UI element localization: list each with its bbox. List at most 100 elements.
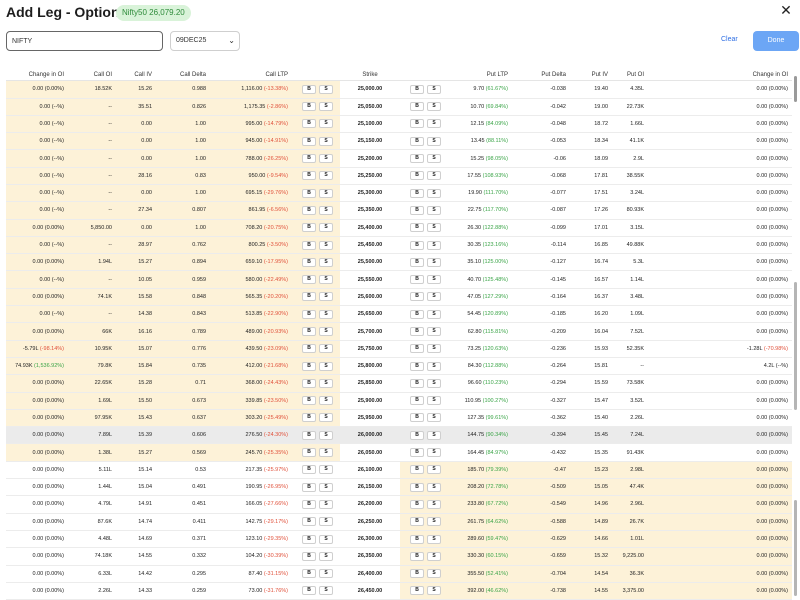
call-sell-button[interactable]: S: [319, 257, 333, 267]
put-buy-button[interactable]: B: [410, 534, 424, 544]
put-sell-button[interactable]: S: [427, 499, 441, 509]
call-sell-button[interactable]: S: [319, 569, 333, 579]
put-buy-button[interactable]: B: [410, 188, 424, 198]
put-buy-button[interactable]: B: [410, 240, 424, 250]
scrollbar-thumb[interactable]: [794, 500, 797, 596]
call-sell-button[interactable]: S: [319, 361, 333, 371]
call-buy-button[interactable]: B: [302, 292, 316, 302]
call-sell-button[interactable]: S: [319, 534, 333, 544]
put-buy-button[interactable]: B: [410, 223, 424, 233]
put-sell-button[interactable]: S: [427, 534, 441, 544]
put-sell-button[interactable]: S: [427, 309, 441, 319]
put-sell-button[interactable]: S: [427, 361, 441, 371]
call-buy-button[interactable]: B: [302, 499, 316, 509]
put-sell-button[interactable]: S: [427, 344, 441, 354]
put-sell-button[interactable]: S: [427, 292, 441, 302]
put-buy-button[interactable]: B: [410, 154, 424, 164]
put-sell-button[interactable]: S: [427, 275, 441, 285]
call-sell-button[interactable]: S: [319, 551, 333, 561]
put-buy-button[interactable]: B: [410, 292, 424, 302]
put-buy-button[interactable]: B: [410, 171, 424, 181]
put-sell-button[interactable]: S: [427, 119, 441, 129]
put-sell-button[interactable]: S: [427, 482, 441, 492]
call-sell-button[interactable]: S: [319, 188, 333, 198]
call-buy-button[interactable]: B: [302, 223, 316, 233]
call-buy-button[interactable]: B: [302, 257, 316, 267]
call-buy-button[interactable]: B: [302, 102, 316, 112]
call-buy-button[interactable]: B: [302, 378, 316, 388]
put-sell-button[interactable]: S: [427, 430, 441, 440]
call-buy-button[interactable]: B: [302, 517, 316, 527]
call-buy-button[interactable]: B: [302, 551, 316, 561]
call-sell-button[interactable]: S: [319, 448, 333, 458]
put-sell-button[interactable]: S: [427, 448, 441, 458]
put-buy-button[interactable]: B: [410, 205, 424, 215]
scrollbar-thumb[interactable]: [794, 282, 797, 410]
call-sell-button[interactable]: S: [319, 136, 333, 146]
call-buy-button[interactable]: B: [302, 309, 316, 319]
put-sell-button[interactable]: S: [427, 171, 441, 181]
call-sell-button[interactable]: S: [319, 240, 333, 250]
call-sell-button[interactable]: S: [319, 482, 333, 492]
call-buy-button[interactable]: B: [302, 205, 316, 215]
put-buy-button[interactable]: B: [410, 327, 424, 336]
call-buy-button[interactable]: B: [302, 275, 316, 285]
put-sell-button[interactable]: S: [427, 240, 441, 250]
put-sell-button[interactable]: S: [427, 569, 441, 579]
call-sell-button[interactable]: S: [319, 413, 333, 423]
put-buy-button[interactable]: B: [410, 275, 424, 285]
call-sell-button[interactable]: S: [319, 223, 333, 233]
put-buy-button[interactable]: B: [410, 430, 424, 440]
clear-button[interactable]: Clear: [721, 36, 738, 43]
put-buy-button[interactable]: B: [410, 396, 424, 406]
call-sell-button[interactable]: S: [319, 327, 333, 336]
expiry-select[interactable]: 09DEC25 ⌄: [170, 31, 240, 51]
put-sell-button[interactable]: S: [427, 396, 441, 406]
call-sell-button[interactable]: S: [319, 309, 333, 319]
call-buy-button[interactable]: B: [302, 430, 316, 440]
call-buy-button[interactable]: B: [302, 84, 316, 94]
put-buy-button[interactable]: B: [410, 361, 424, 371]
put-sell-button[interactable]: S: [427, 84, 441, 94]
put-buy-button[interactable]: B: [410, 344, 424, 354]
close-icon[interactable]: ✕: [780, 3, 792, 19]
call-sell-button[interactable]: S: [319, 119, 333, 129]
put-sell-button[interactable]: S: [427, 223, 441, 233]
call-sell-button[interactable]: S: [319, 275, 333, 285]
call-sell-button[interactable]: S: [319, 586, 333, 596]
call-buy-button[interactable]: B: [302, 448, 316, 458]
call-buy-button[interactable]: B: [302, 569, 316, 579]
put-sell-button[interactable]: S: [427, 154, 441, 164]
call-buy-button[interactable]: B: [302, 327, 316, 336]
put-buy-button[interactable]: B: [410, 84, 424, 94]
put-buy-button[interactable]: B: [410, 102, 424, 112]
call-buy-button[interactable]: B: [302, 188, 316, 198]
put-sell-button[interactable]: S: [427, 586, 441, 596]
call-sell-button[interactable]: S: [319, 378, 333, 388]
put-buy-button[interactable]: B: [410, 378, 424, 388]
put-buy-button[interactable]: B: [410, 499, 424, 509]
put-sell-button[interactable]: S: [427, 136, 441, 146]
put-sell-button[interactable]: S: [427, 378, 441, 388]
put-buy-button[interactable]: B: [410, 136, 424, 146]
put-sell-button[interactable]: S: [427, 551, 441, 561]
put-buy-button[interactable]: B: [410, 569, 424, 579]
put-buy-button[interactable]: B: [410, 309, 424, 319]
put-sell-button[interactable]: S: [427, 205, 441, 215]
call-sell-button[interactable]: S: [319, 396, 333, 406]
put-buy-button[interactable]: B: [410, 517, 424, 527]
call-buy-button[interactable]: B: [302, 119, 316, 129]
call-sell-button[interactable]: S: [319, 465, 333, 475]
call-sell-button[interactable]: S: [319, 499, 333, 509]
put-sell-button[interactable]: S: [427, 413, 441, 423]
put-sell-button[interactable]: S: [427, 517, 441, 527]
call-sell-button[interactable]: S: [319, 171, 333, 181]
put-sell-button[interactable]: S: [427, 257, 441, 267]
put-buy-button[interactable]: B: [410, 448, 424, 458]
put-sell-button[interactable]: S: [427, 465, 441, 475]
symbol-input[interactable]: [6, 31, 163, 51]
call-buy-button[interactable]: B: [302, 413, 316, 423]
call-sell-button[interactable]: S: [319, 154, 333, 164]
put-buy-button[interactable]: B: [410, 413, 424, 423]
call-buy-button[interactable]: B: [302, 534, 316, 544]
